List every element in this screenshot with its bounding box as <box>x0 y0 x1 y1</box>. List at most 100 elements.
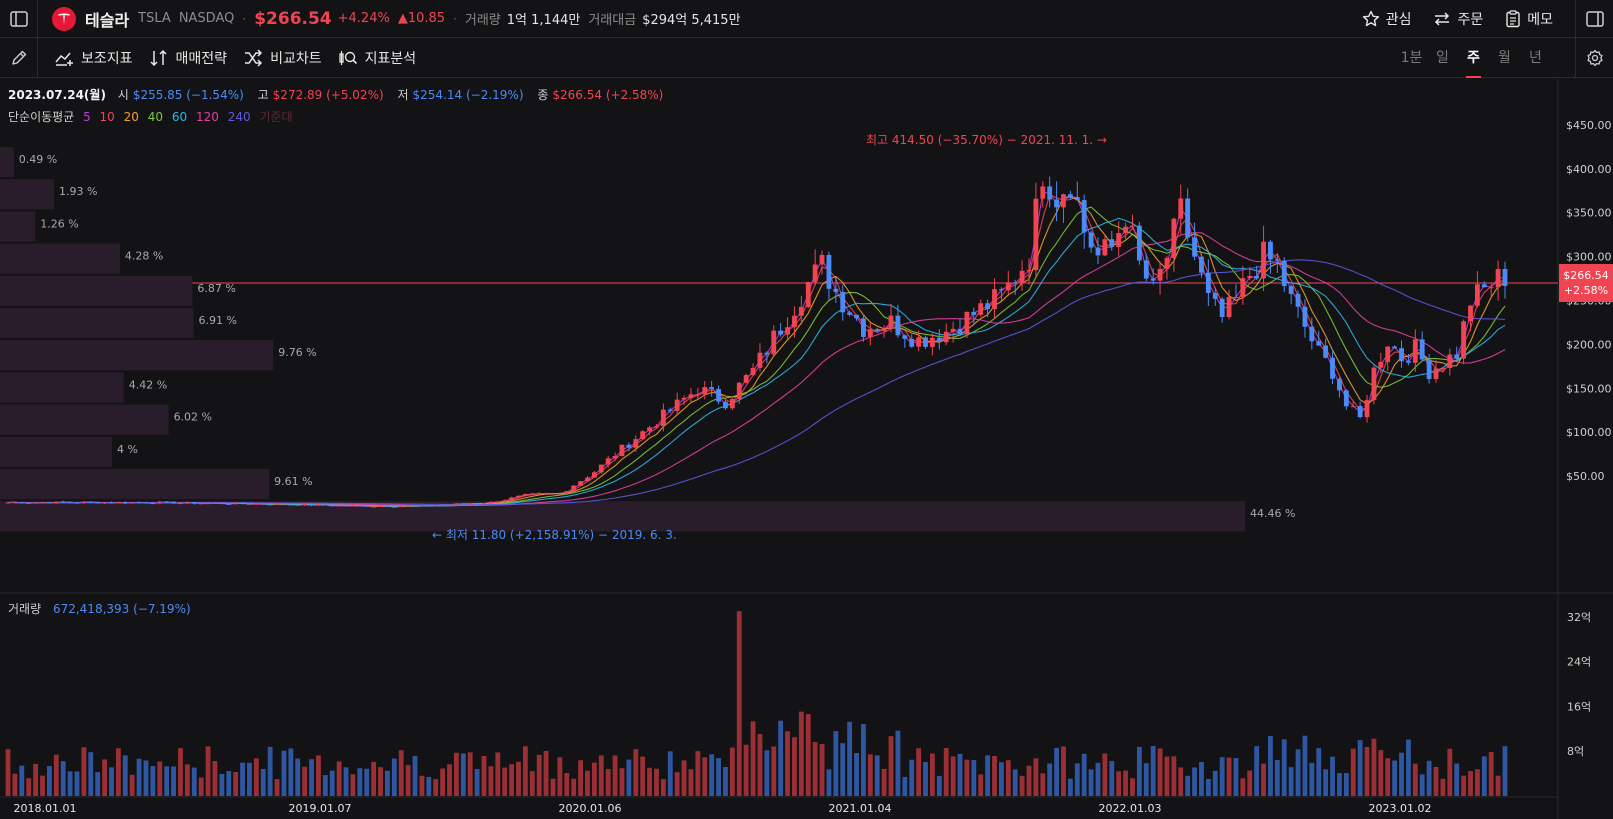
volume-profile-bar <box>0 436 113 467</box>
candle-body <box>1447 354 1453 368</box>
side-panel-toggle-button[interactable] <box>1575 0 1613 38</box>
volume-bar <box>1371 738 1377 796</box>
chart-settings-button[interactable] <box>1575 38 1613 78</box>
volume-bar <box>771 746 777 796</box>
period-1min[interactable]: 1분 <box>1400 50 1423 66</box>
indicators-button[interactable]: 보조지표 <box>54 48 133 68</box>
volume-bar <box>564 773 570 796</box>
sort-arrows-icon <box>150 49 167 66</box>
candle-body <box>1178 198 1184 219</box>
open-value: $255.85 (−1.54%) <box>132 88 244 102</box>
volume-bar <box>1123 770 1128 796</box>
volume-bar <box>102 759 107 796</box>
compare-button[interactable]: 비교차트 <box>243 48 322 68</box>
volume-bar <box>1268 736 1273 796</box>
candle-body <box>591 472 597 478</box>
sidebar-toggle-button[interactable] <box>0 0 38 38</box>
candle-body <box>88 501 94 503</box>
volume-bar <box>260 768 266 796</box>
analysis-button[interactable]: 지표분석 <box>338 48 416 68</box>
order-label: 주문 <box>1457 12 1484 28</box>
ma-period-5: 5 <box>83 110 91 124</box>
candle-body <box>343 505 349 507</box>
volume-tick-label: 16억 <box>1567 700 1591 713</box>
volume-bar <box>122 755 128 796</box>
candle-body <box>350 505 356 507</box>
candle-body <box>412 505 418 507</box>
period-year[interactable]: 년 <box>1529 50 1542 66</box>
volume-bar <box>1261 763 1266 796</box>
candle-body <box>60 501 66 503</box>
sidebar-icon <box>9 10 28 27</box>
drawing-tool-button[interactable] <box>0 37 38 78</box>
volume-bar <box>1226 757 1232 796</box>
candle-body <box>1323 345 1329 358</box>
memo-button[interactable]: 메모 <box>1505 9 1553 29</box>
candle-body <box>1247 275 1253 279</box>
candle-body <box>785 327 790 335</box>
volume-profile-label: 9.76 % <box>278 346 316 359</box>
price-chart[interactable]: 0.49 % 1.93 % 1.26 % 4.28 % 6.87 % 6.91 % 9.76… <box>0 79 1613 819</box>
order-button[interactable]: 주문 <box>1433 9 1483 29</box>
volume-bar <box>1247 770 1253 796</box>
volume-bar <box>1461 775 1467 796</box>
volume-bar <box>964 759 970 796</box>
candle-body <box>1219 298 1225 317</box>
volume-bar <box>943 747 949 796</box>
volume-bar <box>191 767 197 796</box>
candle-body <box>992 289 997 310</box>
candle-body <box>1109 239 1115 247</box>
candle-body <box>1440 367 1446 369</box>
candle-body <box>826 254 832 289</box>
watchlist-button[interactable]: 관심 <box>1362 9 1411 29</box>
volume-bar <box>543 750 549 796</box>
y-tick-label: $450.00 <box>1566 119 1612 132</box>
volume-bar <box>1481 756 1487 796</box>
candle-body <box>171 501 176 504</box>
volume-bar <box>550 778 556 796</box>
volume-profile-label: 4 % <box>117 443 138 456</box>
volume-bar <box>571 778 577 796</box>
volume-bar <box>1005 760 1011 796</box>
candle-body <box>1233 296 1239 298</box>
period-day[interactable]: 일 <box>1436 50 1449 66</box>
ma-period-10: 10 <box>99 110 115 124</box>
candle-body <box>1474 284 1480 306</box>
volume-bar <box>1212 770 1218 796</box>
volume-bar <box>88 752 94 796</box>
candle-body <box>26 502 32 504</box>
volume-bar <box>854 752 859 796</box>
volume-bar <box>53 754 59 796</box>
volume-bar <box>364 768 370 796</box>
volume-bar <box>1164 756 1170 796</box>
candle-body <box>267 504 273 506</box>
volume-bar <box>1302 735 1308 796</box>
volume-bar <box>874 755 880 796</box>
volume-bar <box>150 766 156 796</box>
candle-body <box>1364 400 1370 418</box>
candle-body <box>1488 287 1494 289</box>
candle-body <box>1419 339 1425 360</box>
volume-bar <box>129 774 135 796</box>
candle-body <box>205 503 211 505</box>
volume-bar <box>1309 762 1315 796</box>
volume-bar <box>1219 757 1225 796</box>
period-month[interactable]: 월 <box>1498 50 1511 66</box>
all-time-high-annotation: 최고 414.50 (−35.70%) − 2021. 11. 1. → <box>866 133 1107 147</box>
candle-body <box>536 493 542 495</box>
candle-body <box>460 503 466 505</box>
candle-body <box>985 303 991 310</box>
volume-bar <box>184 764 190 796</box>
candle-body <box>1212 292 1218 299</box>
strategy-button[interactable]: 매매전략 <box>149 48 227 68</box>
volume-bar <box>322 775 328 796</box>
candle-body <box>184 502 190 504</box>
candle-body <box>840 291 846 313</box>
ma-legend[interactable]: 단순이동평균 5 10 20 40 60 120 240 기준대 <box>8 108 298 125</box>
y-tick-label: $350.00 <box>1566 207 1612 220</box>
volume-bar <box>1061 746 1066 796</box>
candle-body <box>529 493 535 495</box>
candle-body <box>702 387 708 395</box>
period-week[interactable]: 주 <box>1458 38 1489 78</box>
volume-bar <box>578 760 583 796</box>
